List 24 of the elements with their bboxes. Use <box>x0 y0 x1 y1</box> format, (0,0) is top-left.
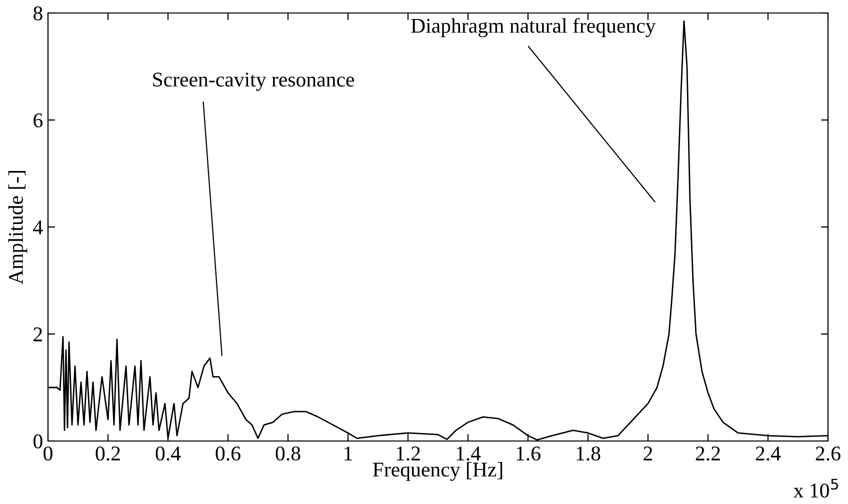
x-tick-label: 1.6 <box>516 446 540 461</box>
y-axis-title: Amplitude [-] <box>8 170 28 284</box>
x-tick-label: 1.2 <box>396 446 420 461</box>
x-tick-label: 0.2 <box>96 446 120 461</box>
y-tick-label: 2 <box>34 327 42 342</box>
text: x 10$^{5}$ <box>794 478 838 498</box>
x-tick-label: 1 <box>344 446 352 460</box>
y-tick-label: 8 <box>34 6 42 20</box>
x-tick-label: 0.8 <box>276 446 300 461</box>
annotation: Diaphragm natural frequency <box>411 18 656 38</box>
y-tick-label: 6 <box>34 113 43 128</box>
x-tick-label: 2 <box>644 446 652 460</box>
x-tick-label: 2.2 <box>696 446 720 461</box>
x-tick-label: 1.8 <box>576 446 600 461</box>
x-tick-label: 0 <box>44 446 52 461</box>
x-tick-label: 2.6 <box>816 446 840 461</box>
x-tick-label: 0.4 <box>156 446 181 461</box>
y-tick-label: 0 <box>34 434 42 448</box>
annotation: Screen-cavity resonance <box>153 72 354 91</box>
y-tick-label: 4 <box>33 220 43 234</box>
x-tick-label: 2.4 <box>756 446 781 461</box>
x-axis-title: Frequency [Hz] <box>372 462 502 481</box>
x-tick-label: 1.4 <box>456 446 481 461</box>
x-tick-label: 0.6 <box>216 446 240 461</box>
